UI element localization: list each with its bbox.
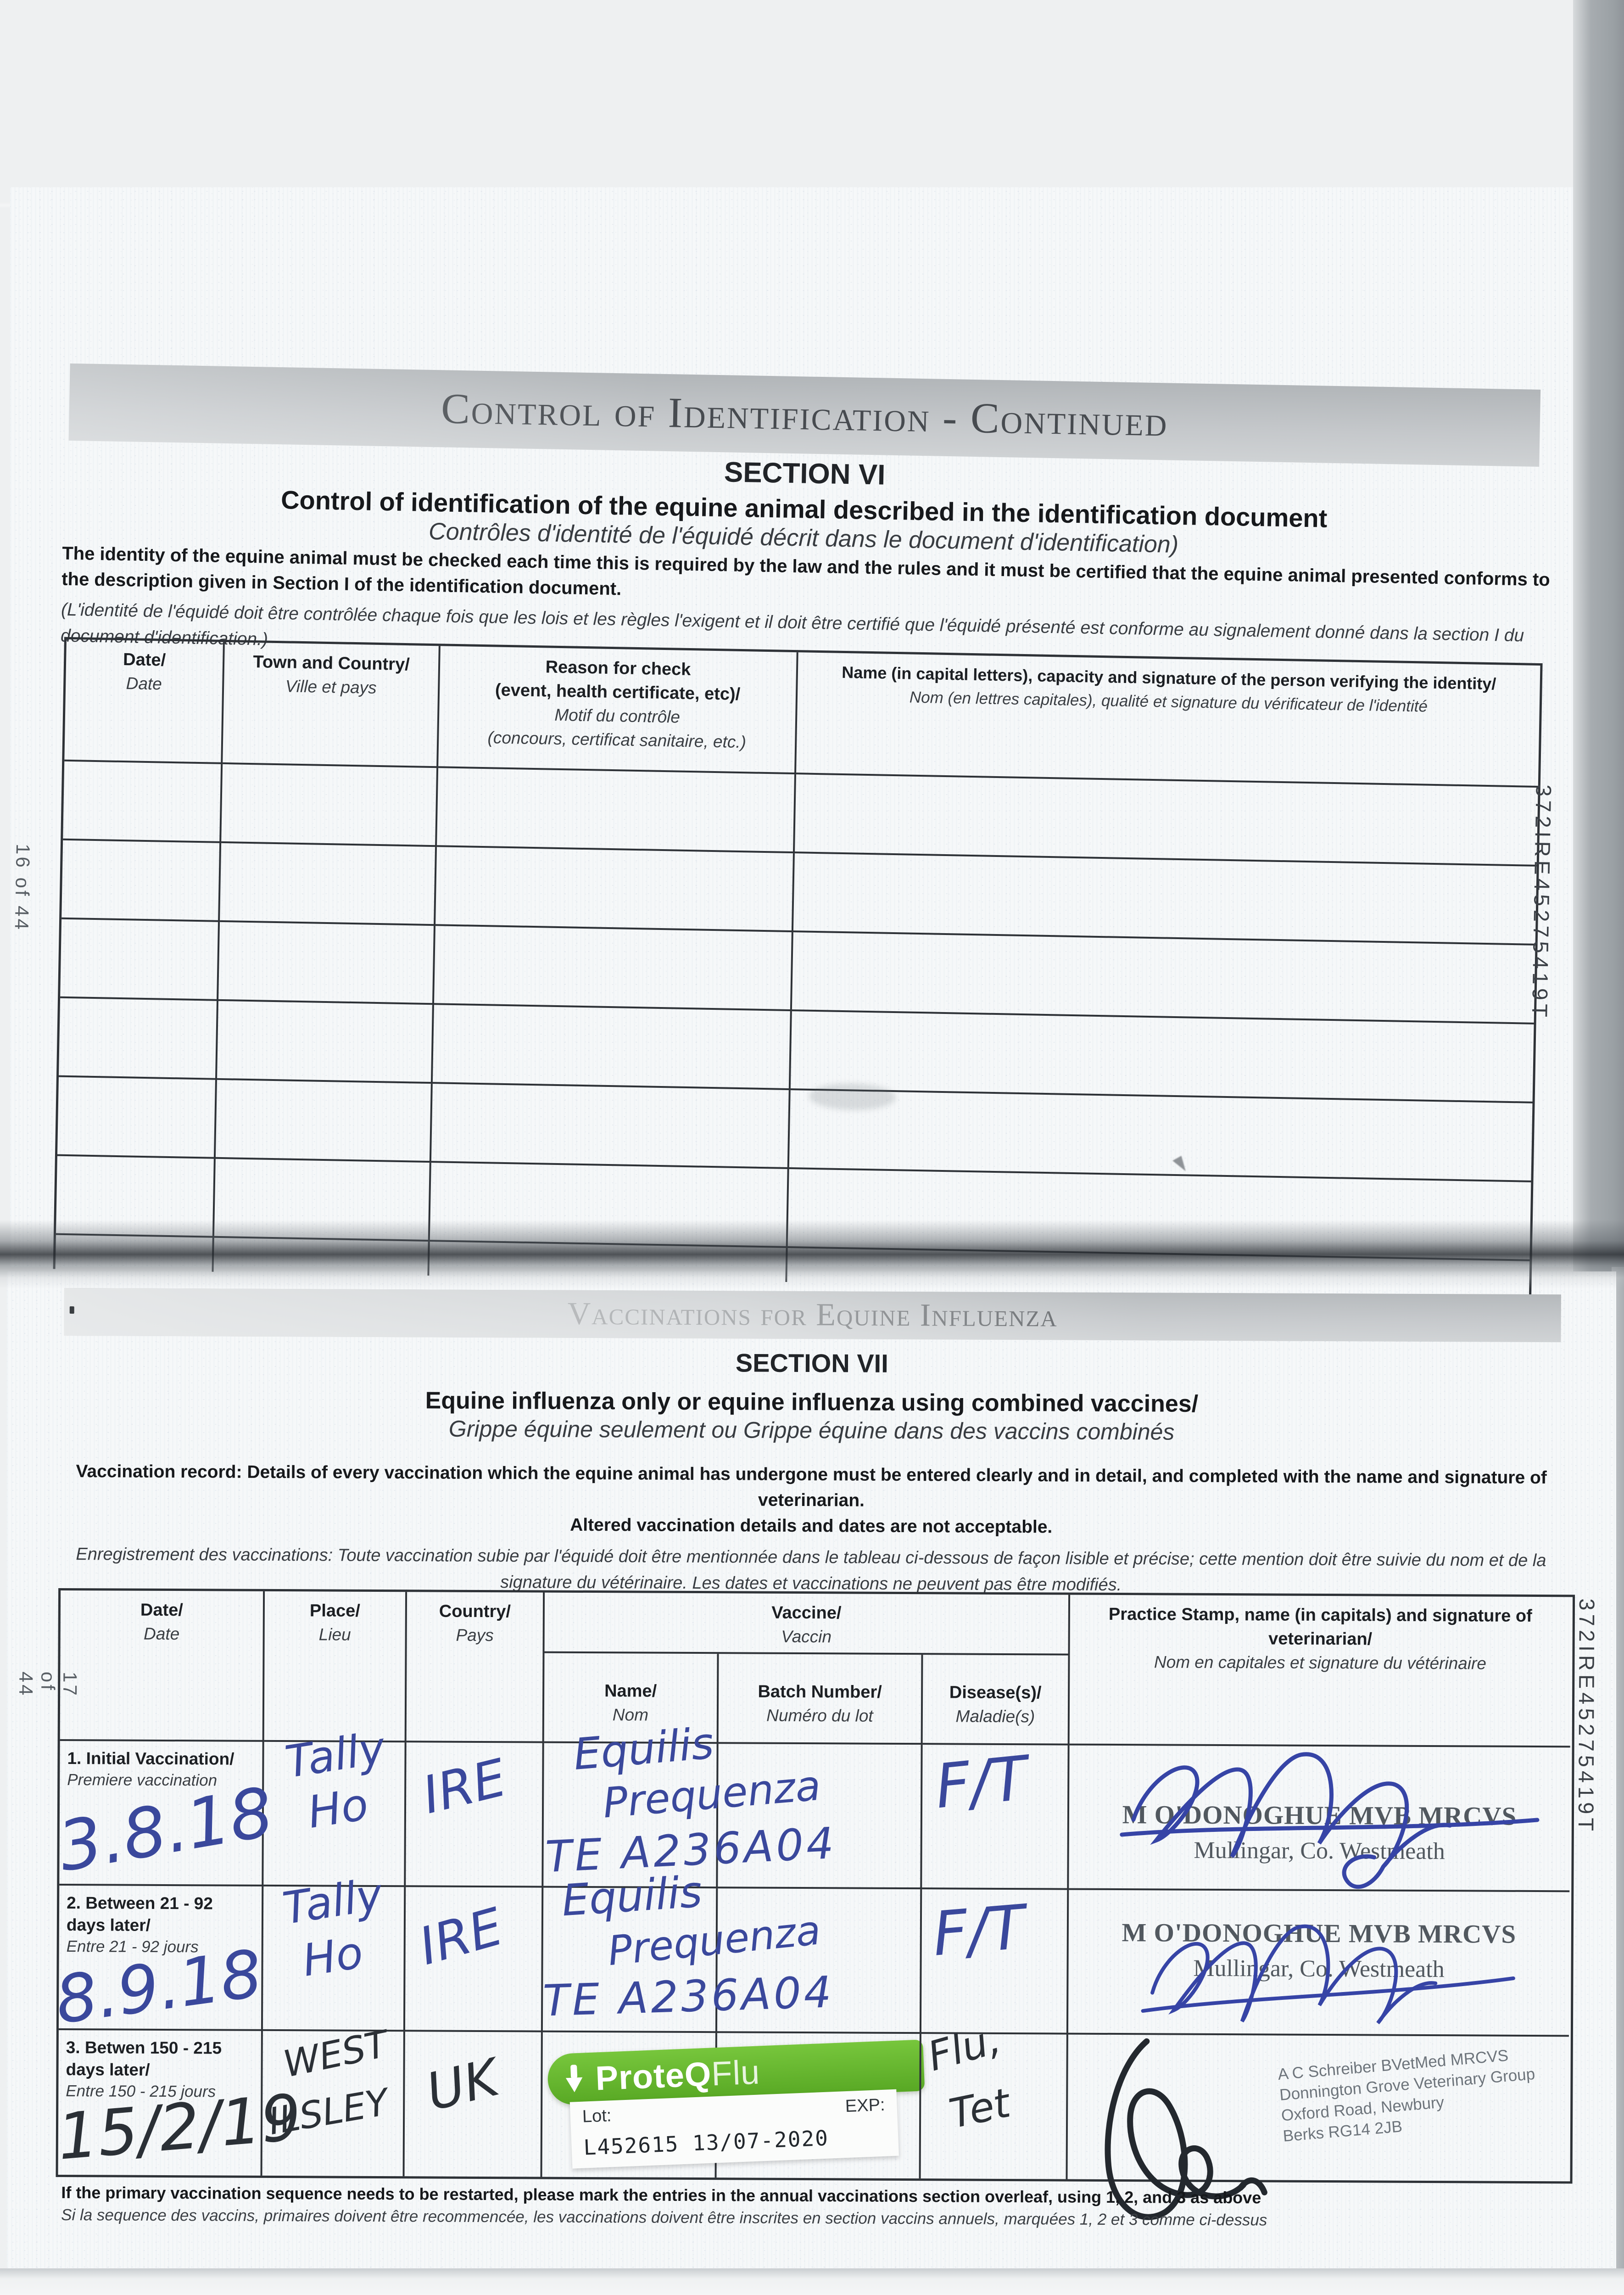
- header-practice-stamp: Practice Stamp, name (in capitals) and s…: [1069, 1595, 1571, 1748]
- table-cell: [217, 1001, 434, 1084]
- vet-stamp-3: A C Schreiber BVetMed MRCVS Donnington G…: [1277, 2046, 1536, 2145]
- row1-batch: [718, 1744, 923, 1890]
- section-vii-intro: Vaccination record: Details of every vac…: [54, 1459, 1568, 1600]
- hw-vaccine-2a: Equilis: [560, 1867, 704, 1926]
- table-cell: [57, 1077, 217, 1159]
- table-cell: [58, 998, 219, 1080]
- page-number-17: 17 of 44: [15, 1671, 81, 1698]
- passport-code-bottom: 372IRE45275419T: [1574, 1598, 1600, 1835]
- page-fold-shadow: [0, 1220, 1624, 1289]
- table-cell: [61, 840, 222, 922]
- vaccination-table: Date/ Date Place/ Lieu Country/ Pays Vac…: [51, 1588, 1575, 2220]
- table-cell: [432, 1005, 792, 1091]
- proteqflu-sticker: ProteQFlu Lot: EXP: L452615 13/07-2020: [547, 2039, 927, 2169]
- table-cell: [218, 922, 435, 1005]
- identification-control-table: Date/ Date Town and Country/ Ville et pa…: [53, 637, 1543, 1295]
- row3-label-and-date: 3. Betwen 150 - 215 days later/ Entre 15…: [55, 2030, 304, 2176]
- header-batch-number: Batch Number/ Numéro du lot: [718, 1654, 923, 1745]
- hw-date-1: 3.8.18: [52, 1772, 279, 1887]
- hw-place-2b: Ho: [299, 1926, 367, 1987]
- row3-stamp: A C Schreiber BVetMed MRCVS Donnington G…: [1068, 2035, 1569, 2220]
- row2-disease: F/T: [921, 1889, 1069, 2035]
- hw-place-3b: ILSLEY: [265, 2080, 391, 2144]
- row3-batch: [716, 2033, 921, 2179]
- table-cell: [431, 1084, 791, 1170]
- hw-place-1a: Tally: [282, 1722, 389, 1788]
- hw-vaccine-1a: Equilis: [571, 1718, 716, 1780]
- row2-place: Tally Ho: [262, 1869, 406, 2032]
- table-cell: [792, 932, 1535, 1024]
- scanner-background-right: [1573, 0, 1624, 1281]
- row2-batch: [717, 1888, 922, 2034]
- table-cell: [437, 768, 796, 854]
- row1-label-and-date: 1. Initial Vaccination/ Premiere vaccina…: [53, 1741, 279, 1887]
- table-cell: [215, 1080, 433, 1163]
- page-number-16: 16 of 44: [11, 843, 34, 932]
- row1-disease: F/T: [922, 1743, 1070, 1890]
- row3-place: WEST ILSLEY: [262, 2022, 405, 2177]
- down-arrow-icon: [565, 2065, 583, 2093]
- banner-vaccinations: Vaccinations for Equine Influenza: [64, 1288, 1561, 1343]
- row2-vaccine-name: Equilis Prequenza TE A236A04: [542, 1867, 835, 2033]
- table-cell: [435, 847, 795, 933]
- row2-country: IRE: [405, 1887, 544, 2032]
- vaccination-record-note-en: Vaccination record: Details of every vac…: [76, 1461, 1547, 1511]
- hw-country-3: UK: [421, 2048, 505, 2123]
- header-vaccine: Vaccine/ Vaccin: [544, 1592, 1071, 1656]
- section-vi-content: Control of Identification - Continued SE…: [11, 363, 1556, 1295]
- passport-code-top: 372IRE45275419T: [1527, 784, 1556, 1021]
- proteqflu-sticker-header: ProteQFlu: [547, 2039, 925, 2106]
- table-cell: [794, 774, 1538, 867]
- header-place: Place/ Lieu: [264, 1591, 407, 1743]
- table-cell: [793, 853, 1537, 946]
- row1-country: IRE: [406, 1742, 544, 1888]
- hw-country-2: IRE: [413, 1897, 509, 1977]
- row3-disease: Flu, Tet: [921, 2015, 1068, 2179]
- hw-place-1b: Ho: [304, 1778, 372, 1838]
- hw-disease-1: F/T: [932, 1743, 1031, 1823]
- banner-title: Vaccinations for Equine Influenza: [567, 1296, 1058, 1334]
- column-header-verifier: Name (in capital letters), capacity and …: [796, 652, 1540, 788]
- row1-place: Tally Ho: [263, 1722, 407, 1887]
- table-cell: [790, 1011, 1534, 1103]
- column-header-reason: Reason for check (event, health certific…: [438, 646, 798, 775]
- hw-disease-2: F/T: [930, 1892, 1028, 1970]
- table-cell: [63, 761, 223, 843]
- lot-label: Lot:: [582, 2106, 612, 2127]
- header-country: Country/ Pays: [406, 1592, 545, 1743]
- scanner-background-bottom: [0, 2268, 1624, 2295]
- banner-title: Control of Identification - Continued: [441, 385, 1169, 446]
- row2-stamp: M O'DONOGHUE MVB MRCVS Mullingar, Co. We…: [1068, 1890, 1570, 2037]
- table-cell: [789, 1090, 1533, 1182]
- hw-place-3a: WEST: [279, 2022, 391, 2086]
- hw-country-1: IRE: [417, 1748, 512, 1826]
- header-disease: Disease(s)/ Maladie(s): [922, 1655, 1070, 1746]
- table-cell: [220, 843, 437, 926]
- table-cell: [434, 926, 793, 1012]
- hw-disease-3b: Tet: [945, 2079, 1014, 2138]
- scan-artifact-dot: [69, 1306, 74, 1314]
- row1-vaccine-name: Equilis Prequenza TE A236A04: [543, 1718, 837, 1889]
- column-header-town-country: Town and Country/ Ville et pays: [223, 642, 441, 768]
- row3-vaccine-name: ProteQFlu Lot: EXP: L452615 13/07-2020: [542, 2032, 925, 2178]
- table-cell: [60, 919, 220, 1001]
- hw-place-2a: Tally: [279, 1868, 386, 1935]
- row1-stamp: M O'DONOGHUE MVB MRCVS Mullingar, Co. We…: [1069, 1745, 1570, 1892]
- row3-country: UK: [404, 2032, 543, 2177]
- header-date: Date/ Date: [60, 1590, 265, 1742]
- row2-label-and-date: 2. Between 21 - 92 days later/ Entre 21 …: [51, 1885, 267, 2039]
- table-cell: [221, 764, 439, 847]
- column-header-date: Date/ Date: [64, 639, 225, 764]
